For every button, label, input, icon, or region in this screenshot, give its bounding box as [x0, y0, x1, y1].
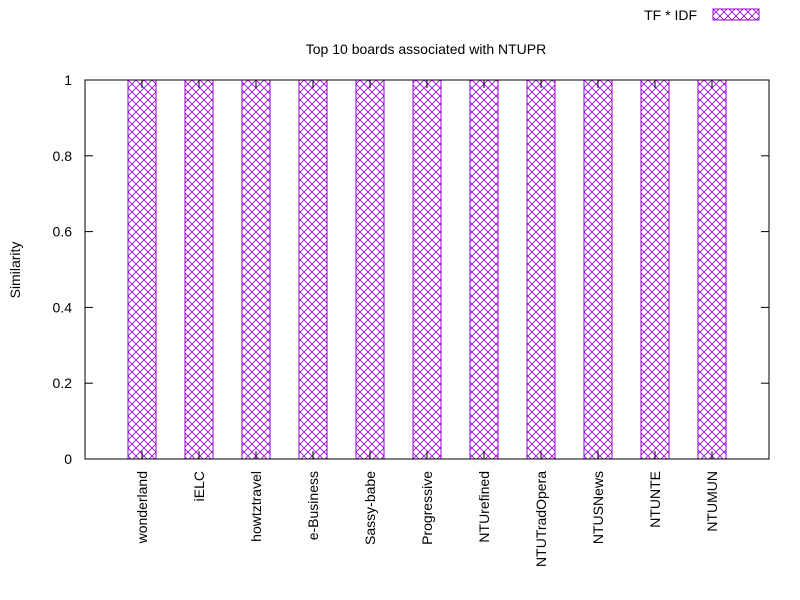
bar-iELC: [184, 79, 214, 460]
chart-title: Top 10 boards associated with NTUPR: [306, 41, 546, 57]
bar-e-Business: [298, 79, 328, 460]
bar-NTUrefined: [469, 79, 499, 460]
y-axis-ticks: 0 0.2 0.4 0.6 0.8 1: [53, 72, 769, 467]
legend-label: TF * IDF: [644, 7, 697, 23]
x-tick-label-Progressive: Progressive: [419, 471, 435, 545]
x-tick-label-howtztravel: howtztravel: [248, 471, 264, 542]
y-tick-label: 0.4: [53, 299, 73, 315]
x-tick-label-NTUTradOpera: NTUTradOpera: [533, 471, 549, 567]
y-axis-label: Similarity: [7, 242, 23, 299]
x-tick-label-iELC: iELC: [191, 471, 207, 501]
bar-NTUSNews: [583, 79, 613, 460]
x-tick-label-NTUMUN: NTUMUN: [704, 471, 720, 532]
x-tick-label-NTUNTE: NTUNTE: [647, 471, 663, 528]
bar-series: [127, 79, 727, 460]
y-tick-label: 1: [64, 72, 72, 88]
y-tick-label: 0: [64, 451, 72, 467]
x-tick-label-Sassy-babe: Sassy-babe: [362, 471, 378, 545]
bar-NTUTradOpera: [526, 79, 556, 460]
x-tick-label-NTUrefined: NTUrefined: [476, 471, 492, 543]
x-tick-label-e-Business: e-Business: [305, 471, 321, 540]
bar-Progressive: [412, 79, 442, 460]
bar-howtztravel: [241, 79, 271, 460]
x-axis-ticks: wonderland iELC howtztravel e-Business Sassy…: [134, 80, 720, 567]
bar-Sassy-babe: [355, 79, 385, 460]
bar-NTUMUN: [697, 79, 727, 460]
bar-wonderland: [127, 79, 157, 460]
legend: TF * IDF: [644, 7, 760, 23]
x-tick-label-wonderland: wonderland: [134, 471, 150, 544]
bar-NTUNTE: [640, 79, 670, 460]
y-tick-label: 0.8: [53, 148, 73, 164]
x-tick-label-NTUSNews: NTUSNews: [590, 471, 606, 544]
plot-frame: [84, 79, 770, 460]
y-tick-label: 0.6: [53, 224, 73, 240]
legend-swatch: [712, 8, 760, 21]
y-tick-label: 0.2: [53, 375, 73, 391]
